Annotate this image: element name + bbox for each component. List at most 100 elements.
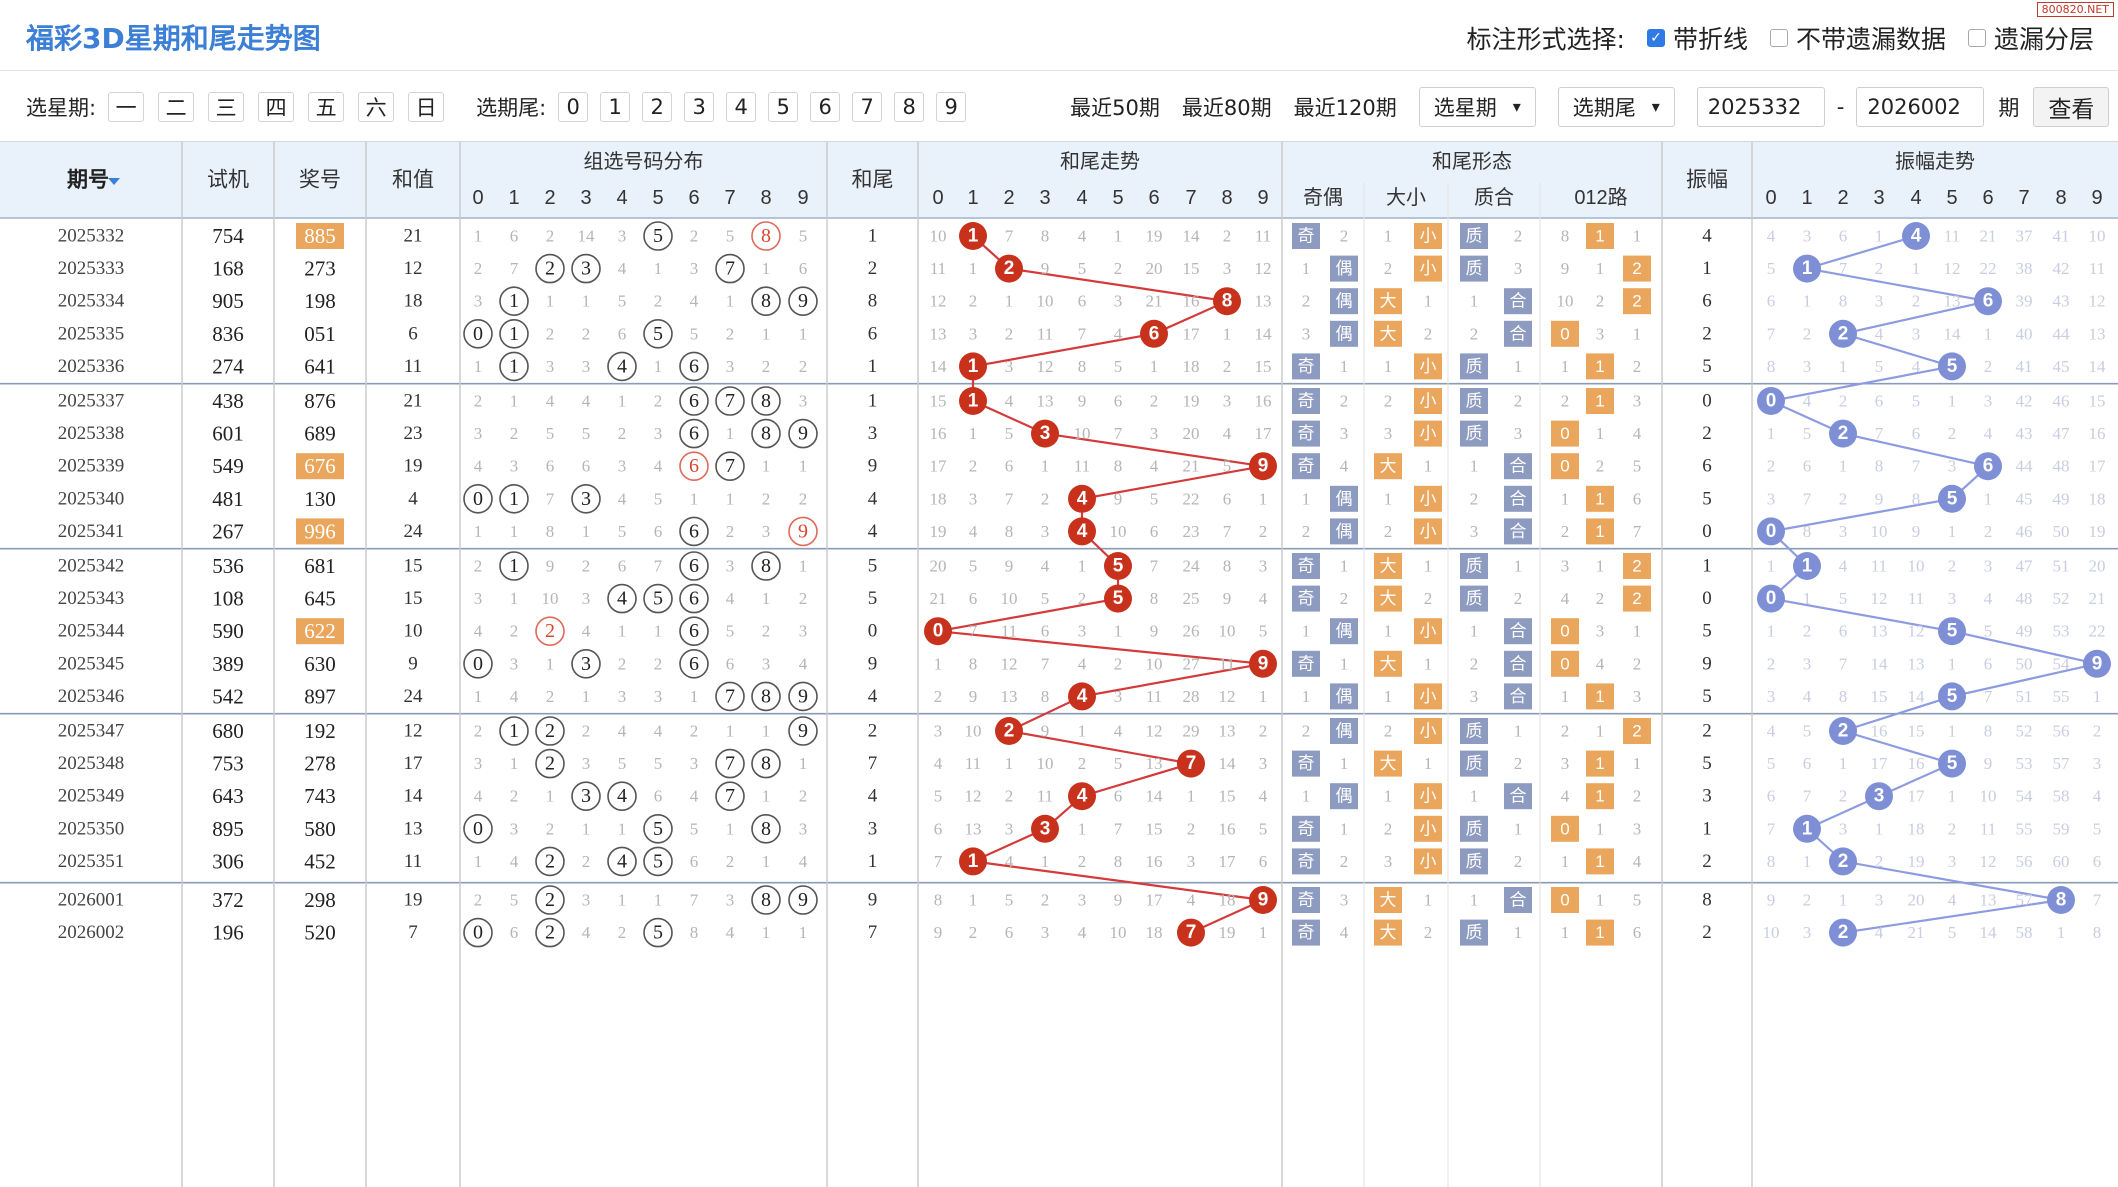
checkbox-omission-layer[interactable]: 遗漏分层 bbox=[1967, 20, 2094, 56]
checkbox-with-polyline[interactable]: ✓ 带折线 bbox=[1646, 20, 1748, 56]
tail-cell: 4 bbox=[868, 686, 878, 707]
odd-even-omission: 2 bbox=[1340, 392, 1349, 411]
amp-omission: 15 bbox=[1871, 687, 1888, 706]
tail-omission: 15 bbox=[1255, 357, 1272, 376]
route-012-value: 2 bbox=[1632, 589, 1641, 608]
issue-cell: 2025349 bbox=[58, 786, 125, 807]
weekday-button-thu[interactable]: 四 bbox=[258, 91, 295, 122]
dist-omission: 4 bbox=[510, 687, 519, 706]
amp-omission: 6 bbox=[1803, 754, 1812, 773]
dist-omission: 4 bbox=[582, 622, 591, 641]
sort-arrow-icon[interactable] bbox=[108, 178, 120, 185]
route-012-box bbox=[1623, 585, 1651, 612]
amp-ball bbox=[1793, 814, 1821, 843]
amp-omission: 3 bbox=[1984, 557, 1993, 576]
dist-hit-circle bbox=[571, 781, 601, 812]
amp-omission: 8 bbox=[1767, 852, 1776, 871]
tail-omission: 2 bbox=[1078, 589, 1087, 608]
tail-omission: 13 bbox=[1146, 754, 1163, 773]
tail-omission: 4 bbox=[1078, 923, 1087, 942]
recent-50-link[interactable]: 最近50期 bbox=[1070, 95, 1160, 120]
tail-ball bbox=[1177, 749, 1205, 778]
from-issue-input[interactable]: 2025332 bbox=[1696, 86, 1825, 127]
amp-ball bbox=[1938, 749, 1966, 778]
header-issue[interactable]: 期号 bbox=[67, 169, 109, 192]
checkbox-no-omission[interactable]: 不带遗漏数据 bbox=[1769, 20, 1946, 56]
checkbox-box[interactable] bbox=[1967, 29, 1986, 47]
tail-select[interactable]: 选期尾 ▾ bbox=[1557, 86, 1675, 127]
tail-button-9[interactable]: 9 bbox=[936, 91, 967, 122]
big-small-value: 大 bbox=[1380, 292, 1397, 311]
tail-omission: 6 bbox=[1114, 787, 1123, 806]
tail-omission: 20 bbox=[930, 557, 947, 576]
dist-hit-circle bbox=[535, 846, 565, 877]
tail-button-3[interactable]: 3 bbox=[684, 91, 715, 122]
tail-button-0[interactable]: 0 bbox=[558, 91, 589, 122]
tail-button-7[interactable]: 7 bbox=[852, 91, 883, 122]
tail-omission: 3 bbox=[1078, 622, 1087, 641]
tail-omission: 4 bbox=[1223, 424, 1232, 443]
dist-hit-number: 8 bbox=[761, 423, 771, 445]
amp-omission: 22 bbox=[1980, 259, 1997, 278]
dist-hit-number: 9 bbox=[798, 290, 808, 312]
week-select[interactable]: 选星期 ▾ bbox=[1418, 86, 1536, 127]
sum-cell: 18 bbox=[404, 291, 423, 312]
tail-label: 选期尾: bbox=[476, 95, 547, 120]
to-issue-input[interactable]: 2026002 bbox=[1856, 86, 1985, 127]
tail-omission: 8 bbox=[934, 891, 943, 910]
weekday-button-sat[interactable]: 六 bbox=[358, 91, 395, 122]
dist-hit-number: 6 bbox=[689, 355, 699, 377]
tail-omission: 11 bbox=[1146, 687, 1162, 706]
tail-button-1[interactable]: 1 bbox=[600, 91, 631, 122]
dist-omission: 1 bbox=[690, 489, 699, 508]
dist-hit-number: 9 bbox=[798, 889, 808, 911]
big-small-omission: 2 bbox=[1384, 259, 1393, 278]
big-small-value: 大 bbox=[1380, 891, 1397, 910]
amp-omission: 4 bbox=[1984, 589, 1993, 608]
sum-cell: 19 bbox=[404, 456, 423, 477]
amp-omission: 4 bbox=[1767, 722, 1776, 741]
checkbox-label: 不带遗漏数据 bbox=[1795, 25, 1946, 54]
route-012-value: 1 bbox=[1595, 489, 1604, 508]
prime-composite-value: 合 bbox=[1510, 687, 1527, 706]
recent-80-link[interactable]: 最近80期 bbox=[1181, 95, 1272, 120]
route-012-box bbox=[1551, 420, 1579, 447]
tail-button-2[interactable]: 2 bbox=[642, 91, 673, 122]
tail-omission: 10 bbox=[1219, 622, 1236, 641]
test-cell: 267 bbox=[212, 519, 244, 543]
weekday-button-sun[interactable]: 日 bbox=[408, 91, 445, 122]
tail-button-4[interactable]: 4 bbox=[726, 91, 757, 122]
route-012-box bbox=[1551, 650, 1579, 677]
recent-120-link[interactable]: 最近120期 bbox=[1293, 95, 1397, 120]
dist-omission: 5 bbox=[726, 227, 735, 246]
tail-omission: 3 bbox=[969, 489, 978, 508]
header-tail: 和尾 bbox=[852, 169, 894, 192]
tail-ball-number: 4 bbox=[1077, 521, 1088, 542]
checkbox-box[interactable]: ✓ bbox=[1646, 29, 1665, 47]
prime-composite-box bbox=[1460, 815, 1488, 842]
weekday-button-mon[interactable]: 一 bbox=[108, 91, 145, 122]
tail-omission: 13 bbox=[1001, 687, 1018, 706]
weekday-button-wed[interactable]: 三 bbox=[208, 91, 245, 122]
route-012-omission: 2 bbox=[1633, 357, 1642, 376]
amp-omission: 2 bbox=[1803, 891, 1812, 910]
checkbox-box[interactable] bbox=[1769, 29, 1788, 47]
amp-ball-number: 1 bbox=[1802, 258, 1813, 279]
tail-omission: 2 bbox=[1005, 324, 1014, 343]
tail-trend-line bbox=[937, 235, 1267, 934]
amp-omission: 10 bbox=[1908, 557, 1925, 576]
sum-cell: 23 bbox=[404, 423, 423, 444]
tail-button-5[interactable]: 5 bbox=[768, 91, 799, 122]
tail-ball bbox=[995, 717, 1023, 745]
dist-omission: 2 bbox=[474, 392, 483, 411]
issue-cell: 2025344 bbox=[58, 621, 125, 642]
amp-omission: 8 bbox=[1803, 522, 1812, 541]
dist-omission: 1 bbox=[618, 392, 627, 411]
weekday-button-tue[interactable]: 二 bbox=[158, 91, 195, 122]
amp-omission: 42 bbox=[2053, 259, 2070, 278]
tail-button-6[interactable]: 6 bbox=[810, 91, 841, 122]
weekday-button-fri[interactable]: 五 bbox=[308, 91, 345, 122]
query-button[interactable]: 查看 bbox=[2033, 86, 2110, 127]
tail-button-8[interactable]: 8 bbox=[894, 91, 925, 122]
amplitude-cell: 6 bbox=[1702, 291, 1712, 312]
